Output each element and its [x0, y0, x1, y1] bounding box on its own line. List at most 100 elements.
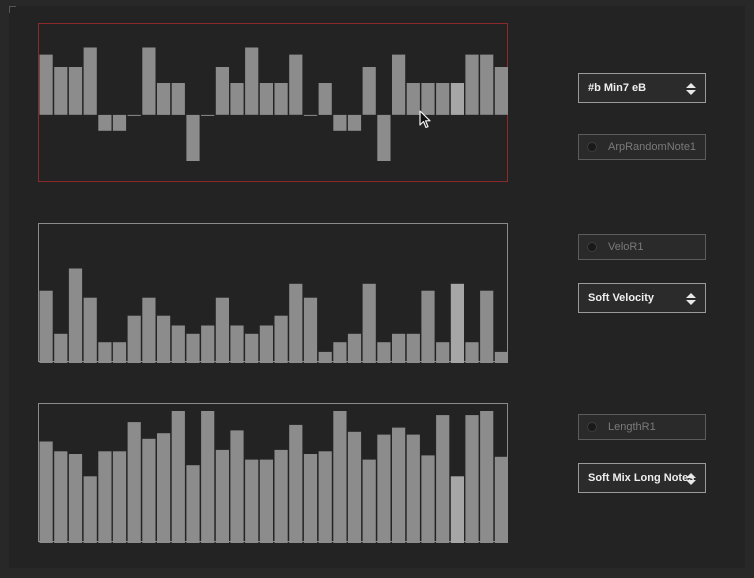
slider-bar[interactable]	[406, 434, 420, 543]
length-menu[interactable]: Soft Mix Long Notes	[578, 463, 706, 493]
slider-bar[interactable]	[157, 433, 171, 543]
pitch-multislider[interactable]	[38, 23, 508, 182]
slider-bar[interactable]	[245, 47, 259, 115]
slider-bar[interactable]	[480, 290, 494, 363]
slider-bar[interactable]	[245, 333, 259, 363]
slider-bar[interactable]	[186, 114, 200, 161]
slider-bar[interactable]	[230, 83, 244, 115]
slider-bar[interactable]	[112, 114, 127, 131]
slider-bar[interactable]	[98, 114, 112, 131]
slider-bar[interactable]	[98, 451, 112, 543]
slider-bar[interactable]	[436, 415, 450, 543]
slider-bar[interactable]	[259, 83, 273, 115]
slider-bar[interactable]	[392, 333, 406, 363]
slider-bar[interactable]	[333, 411, 347, 543]
velocity-bars[interactable]	[39, 224, 509, 363]
slider-bar[interactable]	[142, 297, 156, 363]
velocity-menu[interactable]: Soft Velocity	[578, 283, 706, 313]
slider-bar[interactable]	[127, 315, 141, 363]
slider-bar[interactable]	[494, 67, 508, 115]
slider-bar[interactable]	[230, 325, 244, 364]
slider-bar[interactable]	[201, 325, 215, 364]
slider-bar[interactable]	[421, 455, 435, 543]
slider-bar[interactable]	[83, 297, 97, 363]
slider-bar[interactable]	[465, 54, 479, 115]
slider-bar[interactable]	[465, 342, 479, 363]
slider-bar[interactable]	[259, 325, 273, 364]
slider-bar[interactable]	[362, 459, 376, 543]
slider-bar[interactable]	[347, 431, 362, 543]
slider-bar[interactable]	[83, 476, 97, 543]
slider-bar[interactable]	[274, 83, 288, 115]
slider-bar[interactable]	[494, 456, 508, 543]
slider-bar[interactable]	[259, 459, 273, 543]
slider-bar[interactable]	[436, 342, 450, 363]
slider-bar[interactable]	[142, 438, 156, 543]
slider-bar[interactable]	[318, 451, 332, 543]
slider-bar[interactable]	[98, 342, 112, 363]
slider-bar[interactable]	[303, 297, 318, 363]
slider-bar[interactable]	[245, 459, 259, 543]
slider-bar[interactable]	[39, 54, 53, 115]
pitch-bars[interactable]	[39, 24, 509, 183]
slider-bar[interactable]	[112, 451, 127, 543]
slider-bar[interactable]	[480, 54, 494, 115]
slider-bar[interactable]	[274, 315, 288, 363]
slider-bar[interactable]	[142, 47, 156, 115]
slider-bar[interactable]	[362, 283, 376, 363]
slider-bar[interactable]	[318, 351, 332, 363]
slider-bar[interactable]	[450, 476, 464, 543]
slider-bar[interactable]	[333, 342, 347, 363]
slider-bar[interactable]	[171, 325, 185, 364]
slider-bar[interactable]	[157, 83, 171, 115]
velocity-multislider[interactable]	[38, 223, 509, 363]
slider-bar[interactable]	[171, 83, 185, 115]
slider-bar[interactable]	[201, 411, 215, 543]
slider-bar[interactable]	[347, 333, 362, 363]
slider-bar[interactable]	[289, 424, 303, 543]
slider-bar[interactable]	[377, 434, 391, 543]
slider-bar[interactable]	[215, 449, 229, 543]
slider-bar[interactable]	[171, 411, 185, 543]
slider-bar[interactable]	[230, 430, 244, 543]
slider-bar[interactable]	[83, 47, 97, 115]
slider-bar[interactable]	[421, 83, 435, 115]
slider-bar[interactable]	[186, 333, 200, 363]
arp-random-note-toggle[interactable]: ArpRandomNote1	[578, 134, 706, 160]
slider-bar[interactable]	[274, 449, 288, 543]
slider-bar[interactable]	[157, 315, 171, 363]
slider-bar[interactable]	[494, 351, 508, 363]
slider-bar[interactable]	[392, 54, 406, 115]
slider-bar[interactable]	[68, 67, 83, 115]
length-multislider[interactable]	[38, 403, 509, 543]
slider-bar[interactable]	[54, 333, 68, 363]
slider-bar[interactable]	[347, 114, 362, 131]
slider-bar[interactable]	[39, 290, 53, 363]
slider-bar[interactable]	[54, 67, 68, 115]
slider-bar[interactable]	[421, 290, 435, 363]
slider-bar[interactable]	[68, 454, 83, 543]
slider-bar[interactable]	[54, 451, 68, 543]
slider-bar[interactable]	[436, 83, 450, 115]
slider-bar[interactable]	[465, 415, 479, 543]
slider-bar[interactable]	[127, 422, 141, 543]
slider-bar[interactable]	[377, 342, 391, 363]
slider-bar[interactable]	[289, 54, 303, 115]
slider-bar[interactable]	[39, 441, 53, 544]
slider-bar[interactable]	[377, 114, 391, 161]
slider-bar[interactable]	[333, 114, 347, 131]
slider-bar[interactable]	[318, 83, 332, 115]
length-bars[interactable]	[39, 404, 509, 543]
slider-bar[interactable]	[127, 114, 141, 116]
slider-bar[interactable]	[392, 427, 406, 543]
slider-bar[interactable]	[68, 268, 83, 364]
slider-bar[interactable]	[406, 83, 420, 115]
slider-bar[interactable]	[450, 283, 464, 363]
slider-bar[interactable]	[480, 411, 494, 543]
velo-random-toggle[interactable]: VeloR1	[578, 234, 706, 260]
slider-bar[interactable]	[303, 454, 318, 543]
slider-bar[interactable]	[186, 465, 200, 543]
length-random-toggle[interactable]: LengthR1	[578, 414, 706, 440]
slider-bar[interactable]	[112, 342, 127, 363]
scale-menu[interactable]: #b Min7 eB	[578, 73, 706, 103]
